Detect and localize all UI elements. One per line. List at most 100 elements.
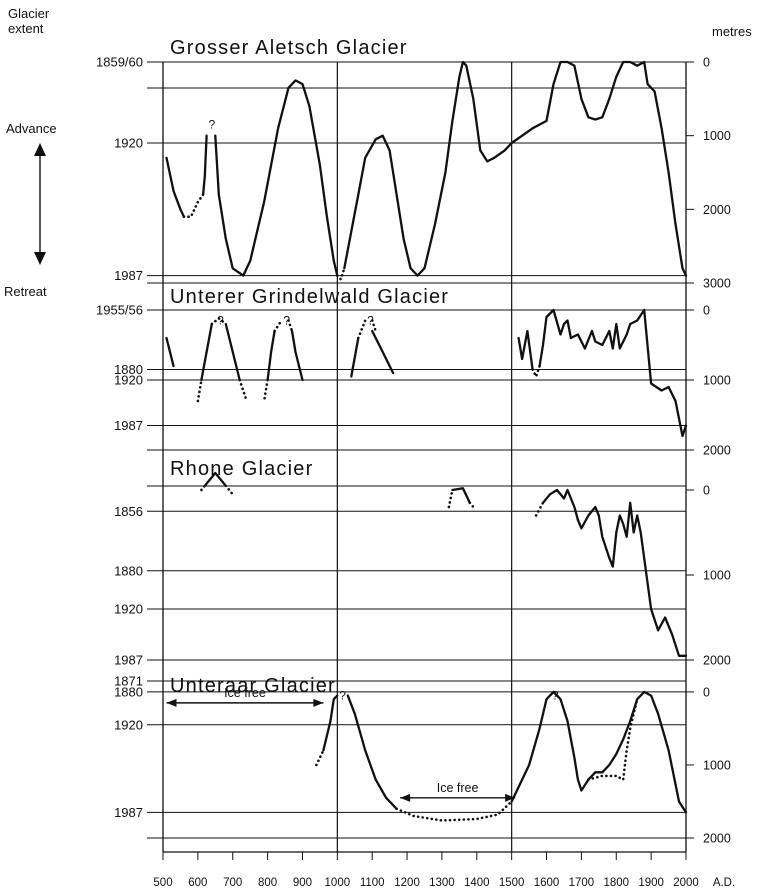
ice-free-label: Ice free [224,686,266,700]
glacier-curve-solid [203,471,227,487]
left-extent-label: 1920 [114,717,143,732]
glacier-curve-solid [451,487,471,504]
x-tick-label-1100: 1100 [360,877,385,889]
uncertainty-mark: ? [552,689,559,703]
panel-title: Rhone Glacier [170,458,313,480]
uncertainty-mark: ? [367,314,374,328]
glacier-curve-uncertain [447,488,454,509]
left-extent-label: 1987 [114,805,143,820]
x-tick-label-900: 900 [293,877,312,889]
panel-1: Grosser Aletsch Glacier 1859/60 1920 1987 0 1… [96,37,731,291]
glacier-curve-solid [350,336,360,378]
glacier-curve-uncertain [587,697,639,782]
left-extent-label: 1920 [114,373,143,388]
glacier-curve-uncertain [576,518,583,530]
right-tick-label: 0 [703,304,710,318]
glacier-curve-solid [201,134,208,196]
x-tick-label-700: 700 [223,877,242,889]
advance-arrow-head [34,143,46,156]
panel-4: Unteraar Glacier187118801920198701000200… [114,673,731,845]
advance-retreat-indicator: Advance Retreat [4,121,57,299]
x-tick-label-500: 500 [153,877,172,889]
glacier-curve-solid [200,322,213,382]
left-axis-header-line1: Glacier [8,6,50,21]
glacier-curve-solid [510,690,688,814]
advance-label: Advance [6,121,57,136]
glacier-curve-solid [165,336,175,368]
right-tick-label: 1000 [703,374,731,388]
panel-3: Rhone Glacier 1856 1880 1920 1987 0 1000 2000 [114,458,731,668]
right-tick-label: 3000 [703,277,731,291]
x-tick-label-1900: 1900 [638,877,664,889]
left-extent-label: 1856 [114,504,143,519]
uncertainty-mark: ? [339,689,346,703]
ice-free-arrow-left-head [400,793,411,802]
glacier-curve-uncertain [273,319,283,333]
left-extent-label: 1987 [114,268,143,283]
glacier-curve-uncertain [395,800,513,822]
panel-2: Unterer Grindelwald Glacier1955/56188019… [96,286,731,458]
glacier-curve-solid [517,329,534,371]
glacier-curve-solid [224,322,241,382]
right-tick-label: 0 [703,484,710,498]
left-extent-label: 1920 [114,136,143,151]
ice-free-label: Ice free [437,781,479,795]
glacier-curve-solid [322,694,339,752]
glacier-curve-solid [538,308,688,438]
left-extent-label: 1987 [114,653,143,668]
glacier-curve-uncertain [315,749,325,767]
x-tick-label-1200: 1200 [394,877,420,889]
x-tick-label-1700: 1700 [569,877,595,889]
right-tick-label: 0 [703,56,710,70]
glacier-curve-uncertain [357,319,367,340]
x-tick-label-1600: 1600 [534,877,560,889]
x-tick-label-1500: 1500 [499,877,525,889]
glacier-curve-uncertain [224,484,234,496]
glacier-curve-solid [165,156,186,218]
glacier-curve-solid [290,329,304,382]
panel-title: Unterer Grindelwald Glacier [170,286,449,308]
left-extent-label: 1955/56 [96,303,143,318]
retreat-arrow-head [34,252,46,265]
glacier-curve-uncertain [534,501,545,517]
glacier-curve-uncertain [370,319,377,333]
left-extent-label: 1880 [114,563,143,578]
glacier-curve-solid [266,329,276,382]
glacier-curve-uncertain [210,316,228,326]
left-axis-header-line2: extent [8,21,44,36]
retreat-label: Retreat [4,284,47,299]
left-extent-label: 1880 [114,684,143,699]
left-extent-label: 1859/60 [96,55,143,70]
glacier-curve-uncertain [262,378,269,403]
ice-free-arrow-right-head [313,698,324,707]
left-extent-label: 1871 [114,673,143,688]
left-extent-label: 1880 [114,362,143,377]
glacier-curve-uncertain [182,193,205,218]
x-axis-unit: A.D. [713,877,735,889]
glacier-curve-uncertain [287,319,294,333]
right-tick-label: 1000 [703,758,731,772]
left-extent-label: 1920 [114,602,143,617]
x-tick-label-1000: 1000 [325,877,351,889]
x-tick-label-1800: 1800 [603,877,629,889]
uncertainty-mark: ? [217,314,224,328]
glacier-curve-uncertain [238,378,248,403]
plot-area: 500 600 700 800 900 1000 1100 1200 1300 1400 1500 1… [96,37,735,889]
right-tick-label: 2000 [703,832,731,846]
x-tick-label-1400: 1400 [464,877,490,889]
right-tick-label: 2000 [703,654,731,668]
glacier-curve-solid [371,329,395,375]
ice-free-arrow-right-head [505,793,516,802]
left-extent-label: 1987 [114,418,143,433]
right-tick-label: 2000 [703,444,731,458]
glacier-curve-uncertain [531,364,541,380]
glacier-curve-solid [214,79,339,277]
uncertainty-mark: ? [208,118,215,132]
glacier-curve-solid [541,488,688,657]
glacier-curve-uncertain [196,378,203,403]
panel-title: Grosser Aletsch Glacier [170,37,408,59]
glacier-curve-uncertain [468,501,475,509]
glacier-curve-solid [343,60,688,277]
right-tick-label: 0 [703,685,710,699]
